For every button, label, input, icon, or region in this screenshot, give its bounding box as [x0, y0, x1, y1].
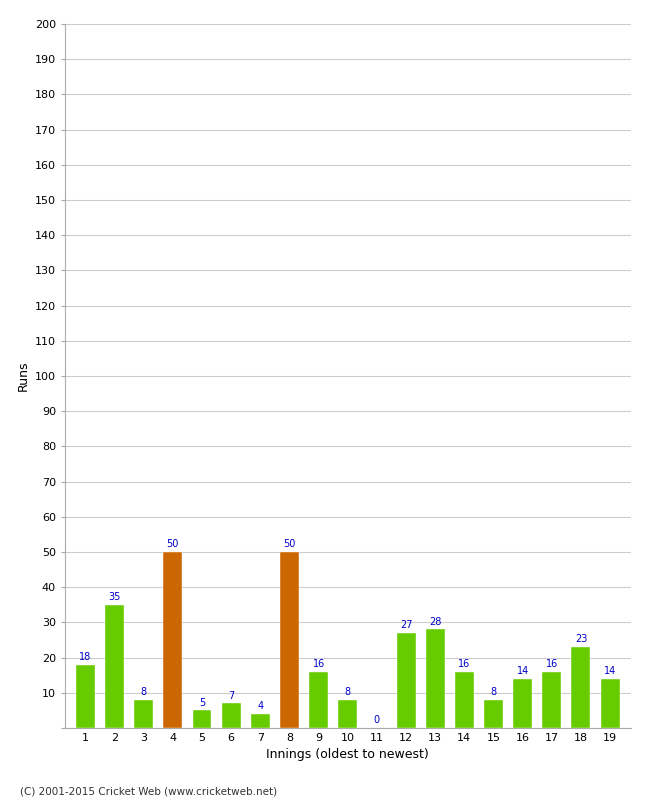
Text: 50: 50	[283, 539, 296, 549]
Text: 27: 27	[400, 620, 412, 630]
Bar	[222, 703, 240, 728]
Text: 16: 16	[545, 659, 558, 669]
Bar	[338, 700, 358, 728]
Text: 23: 23	[575, 634, 587, 644]
Text: 14: 14	[604, 666, 616, 676]
Bar	[135, 700, 153, 728]
Text: (C) 2001-2015 Cricket Web (www.cricketweb.net): (C) 2001-2015 Cricket Web (www.cricketwe…	[20, 786, 277, 796]
Bar	[396, 633, 415, 728]
Bar	[309, 672, 328, 728]
Bar	[163, 552, 183, 728]
Text: 28: 28	[429, 617, 441, 626]
Bar	[484, 700, 503, 728]
Bar	[426, 630, 445, 728]
Text: 8: 8	[491, 687, 497, 697]
Text: 0: 0	[374, 715, 380, 725]
Text: 4: 4	[257, 701, 263, 711]
Text: 5: 5	[199, 698, 205, 707]
Text: 16: 16	[313, 659, 325, 669]
Text: 7: 7	[228, 690, 234, 701]
Bar	[571, 647, 590, 728]
Text: 18: 18	[79, 652, 92, 662]
Bar	[542, 672, 561, 728]
Bar	[105, 605, 124, 728]
Text: 8: 8	[140, 687, 147, 697]
Text: 8: 8	[344, 687, 351, 697]
Text: 14: 14	[517, 666, 528, 676]
Bar	[251, 714, 270, 728]
Bar	[280, 552, 299, 728]
X-axis label: Innings (oldest to newest): Innings (oldest to newest)	[266, 749, 429, 762]
Text: 16: 16	[458, 659, 471, 669]
Bar	[76, 665, 95, 728]
Bar	[455, 672, 474, 728]
Bar	[601, 678, 619, 728]
Text: 50: 50	[166, 539, 179, 549]
Bar	[513, 678, 532, 728]
Bar	[192, 710, 211, 728]
Y-axis label: Runs: Runs	[16, 361, 29, 391]
Text: 35: 35	[109, 592, 121, 602]
